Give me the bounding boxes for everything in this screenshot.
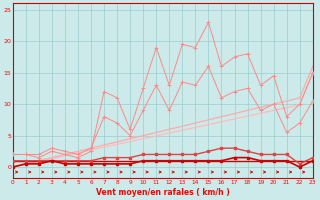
X-axis label: Vent moyen/en rafales ( km/h ): Vent moyen/en rafales ( km/h ) [96,188,230,197]
